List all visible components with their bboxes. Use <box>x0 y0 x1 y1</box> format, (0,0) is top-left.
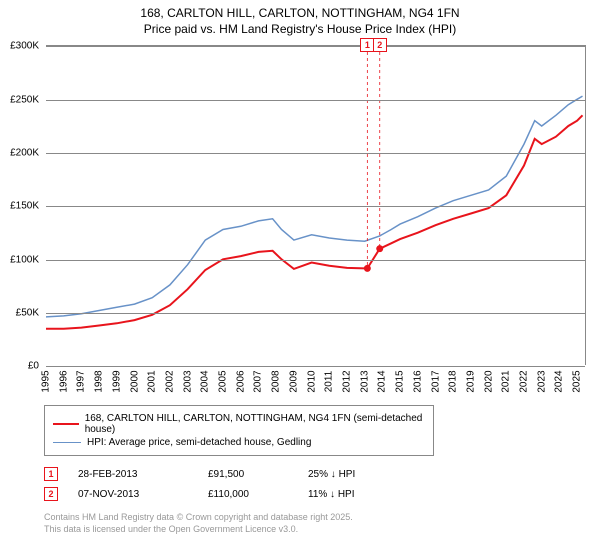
x-axis-label: 2005 <box>218 371 229 393</box>
x-axis-label: 2020 <box>483 371 494 393</box>
row-marker: 2 <box>44 487 58 501</box>
x-axis-label: 2007 <box>253 371 264 393</box>
y-axis-label: £200K <box>10 147 39 158</box>
legend-row-1: 168, CARLTON HILL, CARLTON, NOTTINGHAM, … <box>53 412 425 436</box>
marker-dot <box>376 245 383 252</box>
gridline-h <box>46 366 585 367</box>
gridline-h <box>46 206 585 207</box>
plot: £0£50K£100K£150K£200K£250K£300K199519961… <box>46 45 586 365</box>
x-axis-label: 2024 <box>554 371 565 393</box>
x-axis-label: 1997 <box>76 371 87 393</box>
gridline-h <box>46 100 585 101</box>
x-axis-label: 2019 <box>465 371 476 393</box>
x-axis-label: 1995 <box>41 371 52 393</box>
x-axis-label: 1998 <box>94 371 105 393</box>
legend-swatch-2 <box>53 442 81 444</box>
x-axis-label: 2016 <box>412 371 423 393</box>
marker-dot <box>364 265 371 272</box>
x-axis-label: 2002 <box>164 371 175 393</box>
x-axis-label: 2017 <box>430 371 441 393</box>
x-axis-label: 2009 <box>288 371 299 393</box>
data-row: 1 28-FEB-2013 £91,500 25% ↓ HPI <box>44 464 600 484</box>
x-axis-label: 2022 <box>519 371 530 393</box>
title-line2: Price paid vs. HM Land Registry's House … <box>0 22 600 38</box>
y-axis-label: £100K <box>10 254 39 265</box>
x-axis-label: 2006 <box>235 371 246 393</box>
data-table: 1 28-FEB-2013 £91,500 25% ↓ HPI 2 07-NOV-2013… <box>44 464 600 504</box>
gridline-h <box>46 46 585 47</box>
y-axis-label: £150K <box>10 201 39 212</box>
x-axis-label: 2014 <box>377 371 388 393</box>
series-line-price_paid <box>46 115 583 328</box>
row-marker: 1 <box>44 467 58 481</box>
chart-area: £0£50K£100K£150K£200K£250K£300K199519961… <box>36 45 596 395</box>
title-line1: 168, CARLTON HILL, CARLTON, NOTTINGHAM, … <box>0 6 600 22</box>
data-row: 2 07-NOV-2013 £110,000 11% ↓ HPI <box>44 484 600 504</box>
row-date: 28-FEB-2013 <box>78 469 188 480</box>
row-price: £110,000 <box>208 489 288 500</box>
legend-label-1: 168, CARLTON HILL, CARLTON, NOTTINGHAM, … <box>85 413 425 435</box>
footer-line2: This data is licensed under the Open Gov… <box>44 524 600 536</box>
x-axis-label: 2001 <box>147 371 158 393</box>
x-axis-label: 2013 <box>359 371 370 393</box>
x-axis-label: 2021 <box>501 371 512 393</box>
x-axis-label: 2000 <box>129 371 140 393</box>
row-pct: 11% ↓ HPI <box>308 489 408 500</box>
legend-swatch-1 <box>53 423 79 425</box>
x-axis-label: 2008 <box>271 371 282 393</box>
legend-row-2: HPI: Average price, semi-detached house,… <box>53 436 425 449</box>
x-axis-label: 2004 <box>200 371 211 393</box>
x-axis-label: 2003 <box>182 371 193 393</box>
y-axis-label: £250K <box>10 94 39 105</box>
x-axis-label: 2012 <box>341 371 352 393</box>
x-axis-label: 1996 <box>58 371 69 393</box>
x-axis-label: 2025 <box>572 371 583 393</box>
gridline-h <box>46 313 585 314</box>
marker-box-2: 2 <box>373 38 387 52</box>
legend: 168, CARLTON HILL, CARLTON, NOTTINGHAM, … <box>44 405 434 456</box>
footer: Contains HM Land Registry data © Crown c… <box>44 512 600 535</box>
row-pct: 25% ↓ HPI <box>308 469 408 480</box>
y-axis-label: £300K <box>10 41 39 52</box>
row-price: £91,500 <box>208 469 288 480</box>
x-axis-label: 2011 <box>324 371 335 393</box>
y-axis-label: £50K <box>16 307 39 318</box>
x-axis-label: 2018 <box>448 371 459 393</box>
x-axis-label: 1999 <box>111 371 122 393</box>
y-axis-label: £0 <box>28 361 39 372</box>
x-axis-label: 2015 <box>395 371 406 393</box>
chart-title: 168, CARLTON HILL, CARLTON, NOTTINGHAM, … <box>0 0 600 37</box>
gridline-h <box>46 260 585 261</box>
x-axis-label: 2010 <box>306 371 317 393</box>
footer-line1: Contains HM Land Registry data © Crown c… <box>44 512 600 524</box>
gridline-h <box>46 153 585 154</box>
x-axis-label: 2023 <box>536 371 547 393</box>
legend-label-2: HPI: Average price, semi-detached house,… <box>87 437 311 448</box>
row-date: 07-NOV-2013 <box>78 489 188 500</box>
